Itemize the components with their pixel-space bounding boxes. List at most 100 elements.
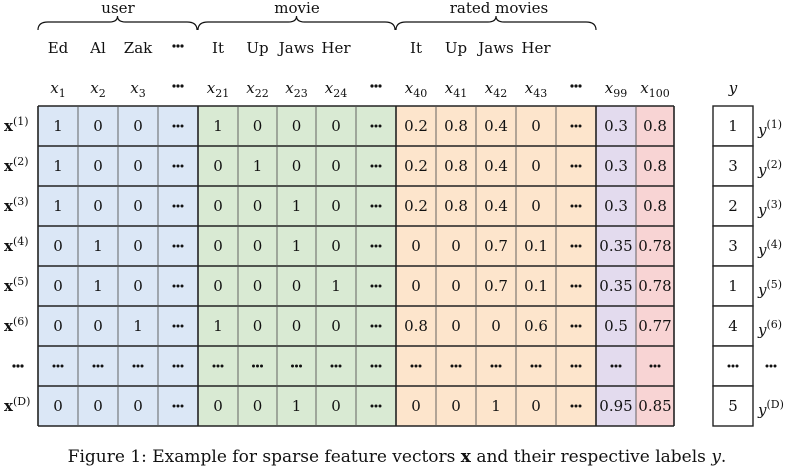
- cell-value: 1: [93, 277, 103, 295]
- cell-bg: [636, 106, 674, 146]
- cell-value: 0: [331, 317, 341, 335]
- cell-value: 0: [93, 197, 103, 215]
- cell-value: 0: [451, 237, 461, 255]
- cell-bg: [38, 106, 78, 146]
- cell-value: 0: [93, 397, 103, 415]
- col-label-x41: x41: [445, 79, 467, 100]
- cell-value: 0.2: [404, 157, 428, 175]
- cell-bg: [198, 106, 238, 146]
- cell-dots: [649, 364, 661, 368]
- col-label-x22: x22: [246, 79, 268, 100]
- target-label-2: y(3): [757, 198, 782, 219]
- cell-value: 0.6: [524, 317, 548, 335]
- cell-bg: [78, 306, 118, 346]
- caption-italic-y: y: [710, 447, 721, 467]
- cell-bg: [396, 186, 436, 226]
- cell-bg: [118, 186, 158, 226]
- cell-value: 0: [53, 277, 63, 295]
- cell-value: 0: [133, 117, 143, 135]
- cell-value: 0.8: [444, 117, 468, 135]
- target-value: 2: [728, 197, 738, 215]
- cell-bg: [396, 226, 436, 266]
- target-label-7: y(D): [757, 398, 784, 419]
- cell-value: 0: [491, 317, 501, 335]
- cell-value: 0: [292, 317, 302, 335]
- cell-dots: [530, 364, 542, 368]
- cell-value: 0.8: [643, 157, 667, 175]
- row-label-0: x(1): [4, 115, 29, 135]
- cell-value: 0.3: [604, 157, 628, 175]
- cell-dots: [370, 244, 382, 248]
- target-label-5: y(6): [757, 318, 782, 339]
- matrix-grid: [37, 105, 675, 427]
- cell-value: 0: [331, 237, 341, 255]
- caption-suffix: .: [721, 447, 726, 467]
- cell-bg: [277, 306, 316, 346]
- cell-bg: [316, 226, 356, 266]
- col-label-x3: x3: [130, 79, 145, 100]
- col-label-x42: x42: [485, 79, 507, 100]
- cell-value: 0.8: [444, 157, 468, 175]
- cell-bg: [476, 186, 516, 226]
- cell-bg: [198, 306, 238, 346]
- cell-dots: [490, 364, 502, 368]
- cell-dots: [370, 364, 382, 368]
- cell-value: 0.8: [404, 317, 428, 335]
- cell-value: 0: [133, 397, 143, 415]
- cell-value: 0: [53, 317, 63, 335]
- cell-value: 0.4: [484, 117, 508, 135]
- cell-bg: [198, 386, 238, 426]
- target-dots: [727, 364, 739, 368]
- col-label-x1: x1: [50, 79, 65, 100]
- cell-bg: [118, 266, 158, 306]
- cell-value: 0.1: [524, 237, 548, 255]
- cell-bg: [118, 226, 158, 266]
- cell-value: 0.35: [599, 277, 632, 295]
- cell-dots: [610, 364, 622, 368]
- cell-value: 0: [292, 157, 302, 175]
- row-label-1: x(2): [4, 155, 29, 175]
- cell-value: 0.78: [638, 237, 671, 255]
- cell-value: 0.78: [638, 277, 671, 295]
- cell-bg: [38, 226, 78, 266]
- cell-bg: [118, 146, 158, 186]
- cell-bg: [198, 266, 238, 306]
- cell-value: 0.85: [638, 397, 671, 415]
- cell-bg: [436, 226, 476, 266]
- cell-dots: [450, 364, 462, 368]
- item-label-movie-1: Up: [246, 39, 268, 57]
- cell-value: 1: [53, 197, 63, 215]
- cell-bg: [38, 386, 78, 426]
- target-value: 1: [728, 117, 738, 135]
- cell-dots: [570, 164, 582, 168]
- brace-rated: [395, 15, 597, 31]
- target-cell: [712, 305, 754, 347]
- cell-value: 0: [93, 117, 103, 135]
- cell-value: 0: [253, 237, 263, 255]
- cell-value: 0: [133, 237, 143, 255]
- cell-dots: [570, 204, 582, 208]
- target-value: 1: [728, 277, 738, 295]
- cell-value: 0: [133, 277, 143, 295]
- cell-value: 0: [531, 397, 541, 415]
- brace-user: [37, 15, 198, 31]
- caption-bold-x: x: [461, 447, 472, 467]
- cell-dots: [370, 284, 382, 288]
- cell-bg: [277, 226, 316, 266]
- target-cell: [712, 145, 754, 187]
- cell-dots: [212, 364, 224, 368]
- cell-bg: [516, 186, 556, 226]
- cell-value: 1: [331, 277, 341, 295]
- cell-value: 0: [93, 317, 103, 335]
- cell-value: 0: [292, 117, 302, 135]
- cell-dots: [172, 324, 184, 328]
- cell-bg: [596, 186, 636, 226]
- cell-bg: [636, 306, 674, 346]
- row-label-7: x(D): [4, 395, 30, 415]
- cell-value: 0: [253, 117, 263, 135]
- cell-dots: [172, 164, 184, 168]
- cell-bg: [396, 146, 436, 186]
- cell-dots: [410, 364, 422, 368]
- cell-bg: [277, 146, 316, 186]
